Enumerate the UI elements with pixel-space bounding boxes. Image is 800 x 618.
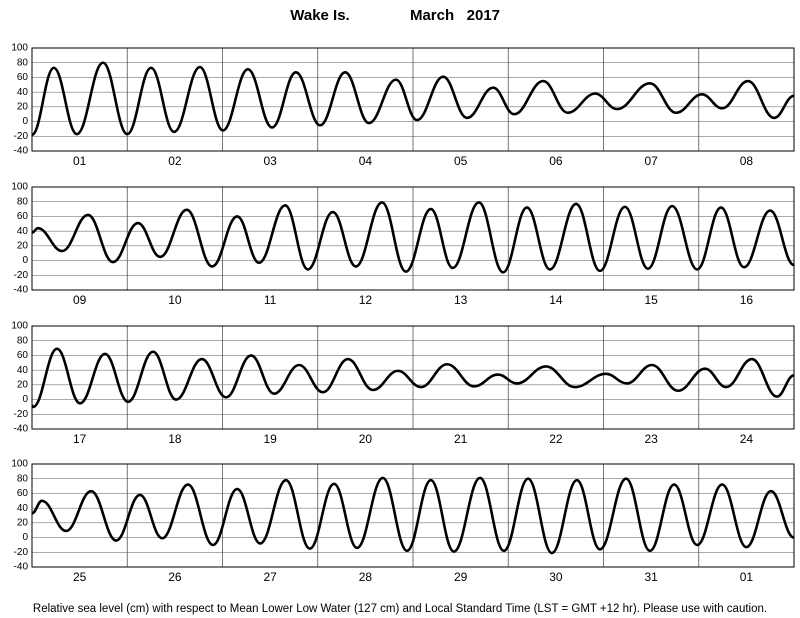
month-title: March 2017 — [410, 7, 500, 24]
y-tick-label: 0 — [22, 255, 28, 266]
x-tick-label: 16 — [740, 293, 754, 307]
x-tick-label: 24 — [740, 432, 754, 446]
x-tick-label: 18 — [168, 432, 182, 446]
y-tick-label: 80 — [17, 335, 29, 346]
y-tick-label: 0 — [22, 116, 28, 127]
footnote: Relative sea level (cm) with respect to … — [33, 603, 767, 615]
y-tick-label: 100 — [11, 182, 28, 193]
y-tick-label: 100 — [11, 321, 28, 332]
x-tick-label: 12 — [359, 293, 373, 307]
plot-frame — [31, 186, 795, 291]
y-tick-label: 60 — [17, 72, 29, 83]
y-tick-label: 20 — [17, 101, 29, 112]
y-tick-label: 100 — [11, 459, 28, 470]
x-tick-label: 27 — [263, 570, 277, 584]
x-tick-label: 22 — [549, 432, 563, 446]
x-tick-label: 30 — [549, 570, 563, 584]
y-tick-label: 40 — [17, 87, 29, 98]
tide-curve — [31, 347, 795, 409]
x-tick-label: 08 — [740, 154, 754, 168]
y-tick-label: -20 — [14, 131, 29, 142]
x-tick-label: 15 — [644, 293, 658, 307]
y-tick-label: 20 — [17, 240, 29, 251]
tide-curve — [31, 476, 795, 555]
x-tick-label: 26 — [168, 570, 182, 584]
y-tick-label: 80 — [17, 57, 29, 68]
x-tick-label: 23 — [644, 432, 658, 446]
x-tick-label: 02 — [168, 154, 182, 168]
y-tick-label: 60 — [17, 488, 29, 499]
plot-frame — [31, 463, 795, 568]
x-tick-label: 14 — [549, 293, 563, 307]
x-tick-label: 07 — [644, 154, 658, 168]
y-tick-label: 20 — [17, 517, 29, 528]
y-tick-label: -40 — [14, 562, 29, 573]
station-title: Wake Is. — [290, 7, 349, 24]
x-tick-label: 11 — [264, 293, 277, 307]
y-tick-label: 100 — [11, 43, 28, 54]
x-tick-label: 04 — [359, 154, 373, 168]
y-tick-label: -20 — [14, 547, 29, 558]
y-tick-label: -40 — [14, 146, 29, 157]
y-tick-label: -40 — [14, 424, 29, 435]
y-tick-label: -40 — [14, 285, 29, 296]
x-tick-label: 29 — [454, 570, 468, 584]
x-tick-label: 10 — [168, 293, 182, 307]
x-tick-label: 21 — [454, 432, 468, 446]
y-tick-label: 40 — [17, 226, 29, 237]
x-tick-label: 17 — [73, 432, 87, 446]
y-tick-label: 60 — [17, 211, 29, 222]
plot-frame — [31, 325, 795, 430]
x-tick-label: 28 — [359, 570, 373, 584]
y-tick-label: -20 — [14, 409, 29, 420]
y-tick-label: -20 — [14, 270, 29, 281]
x-tick-label: 01 — [740, 570, 754, 584]
y-tick-label: 0 — [22, 532, 28, 543]
x-tick-label: 05 — [454, 154, 468, 168]
x-tick-label: 09 — [73, 293, 87, 307]
x-tick-label: 01 — [73, 154, 87, 168]
y-tick-label: 80 — [17, 473, 29, 484]
x-tick-label: 03 — [263, 154, 277, 168]
x-tick-label: 19 — [263, 432, 277, 446]
y-tick-label: 60 — [17, 350, 29, 361]
tide-curve — [31, 201, 795, 274]
y-tick-label: 40 — [17, 503, 29, 514]
x-tick-label: 31 — [644, 570, 658, 584]
tide-curve — [31, 61, 795, 137]
plot-frame — [31, 47, 795, 152]
y-tick-label: 0 — [22, 394, 28, 405]
x-tick-label: 06 — [549, 154, 563, 168]
y-tick-label: 80 — [17, 196, 29, 207]
x-tick-label: 25 — [73, 570, 87, 584]
x-tick-label: 13 — [454, 293, 468, 307]
y-tick-label: 40 — [17, 365, 29, 376]
y-tick-label: 20 — [17, 379, 29, 390]
x-tick-label: 20 — [359, 432, 373, 446]
